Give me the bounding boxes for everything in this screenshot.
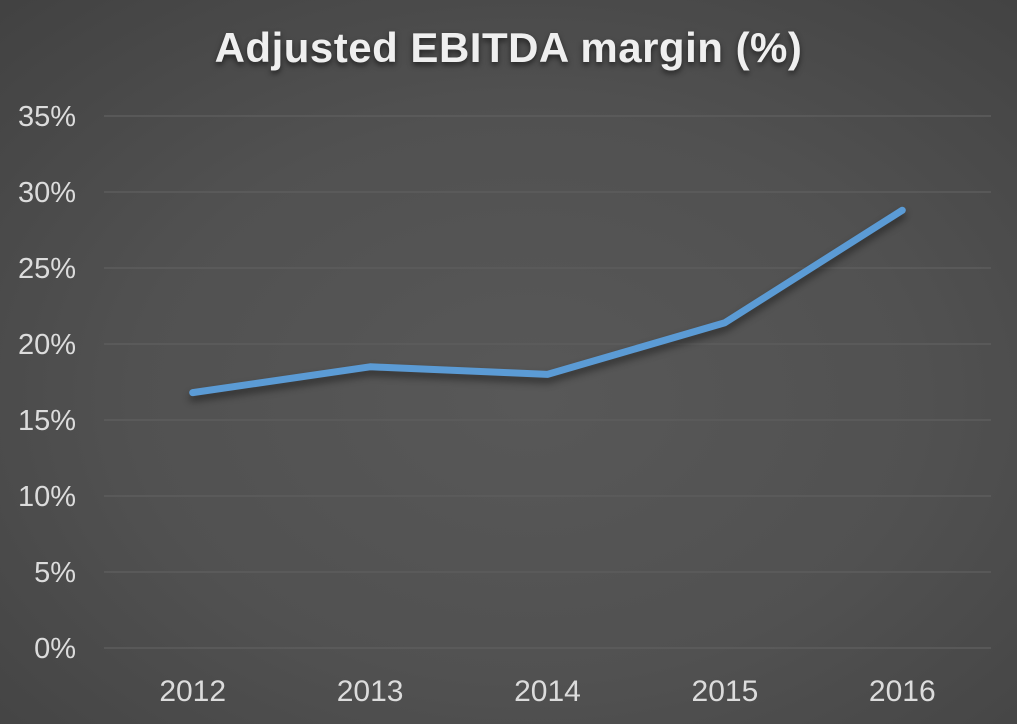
x-axis-tick-label: 2013 <box>337 675 404 708</box>
x-axis-tick-label: 2015 <box>692 675 759 708</box>
y-axis-tick-label: 10% <box>18 481 76 513</box>
y-axis-tick-label: 5% <box>34 557 76 589</box>
y-axis-tick-label: 25% <box>18 253 76 285</box>
chart-title: Adjusted EBITDA margin (%) <box>214 24 803 71</box>
y-axis-tick-label: 15% <box>18 405 76 437</box>
y-axis-tick-label: 30% <box>18 177 76 209</box>
y-axis-tick-label: 0% <box>34 633 76 665</box>
x-axis-tick-label: 2014 <box>514 675 581 708</box>
data-series-line <box>189 206 906 397</box>
x-axis-tick-label: 2012 <box>159 675 226 708</box>
y-axis-tick-label: 20% <box>18 329 76 361</box>
x-axis-tick-label: 2016 <box>869 675 936 708</box>
y-axis-tick-label: 35% <box>18 101 76 133</box>
